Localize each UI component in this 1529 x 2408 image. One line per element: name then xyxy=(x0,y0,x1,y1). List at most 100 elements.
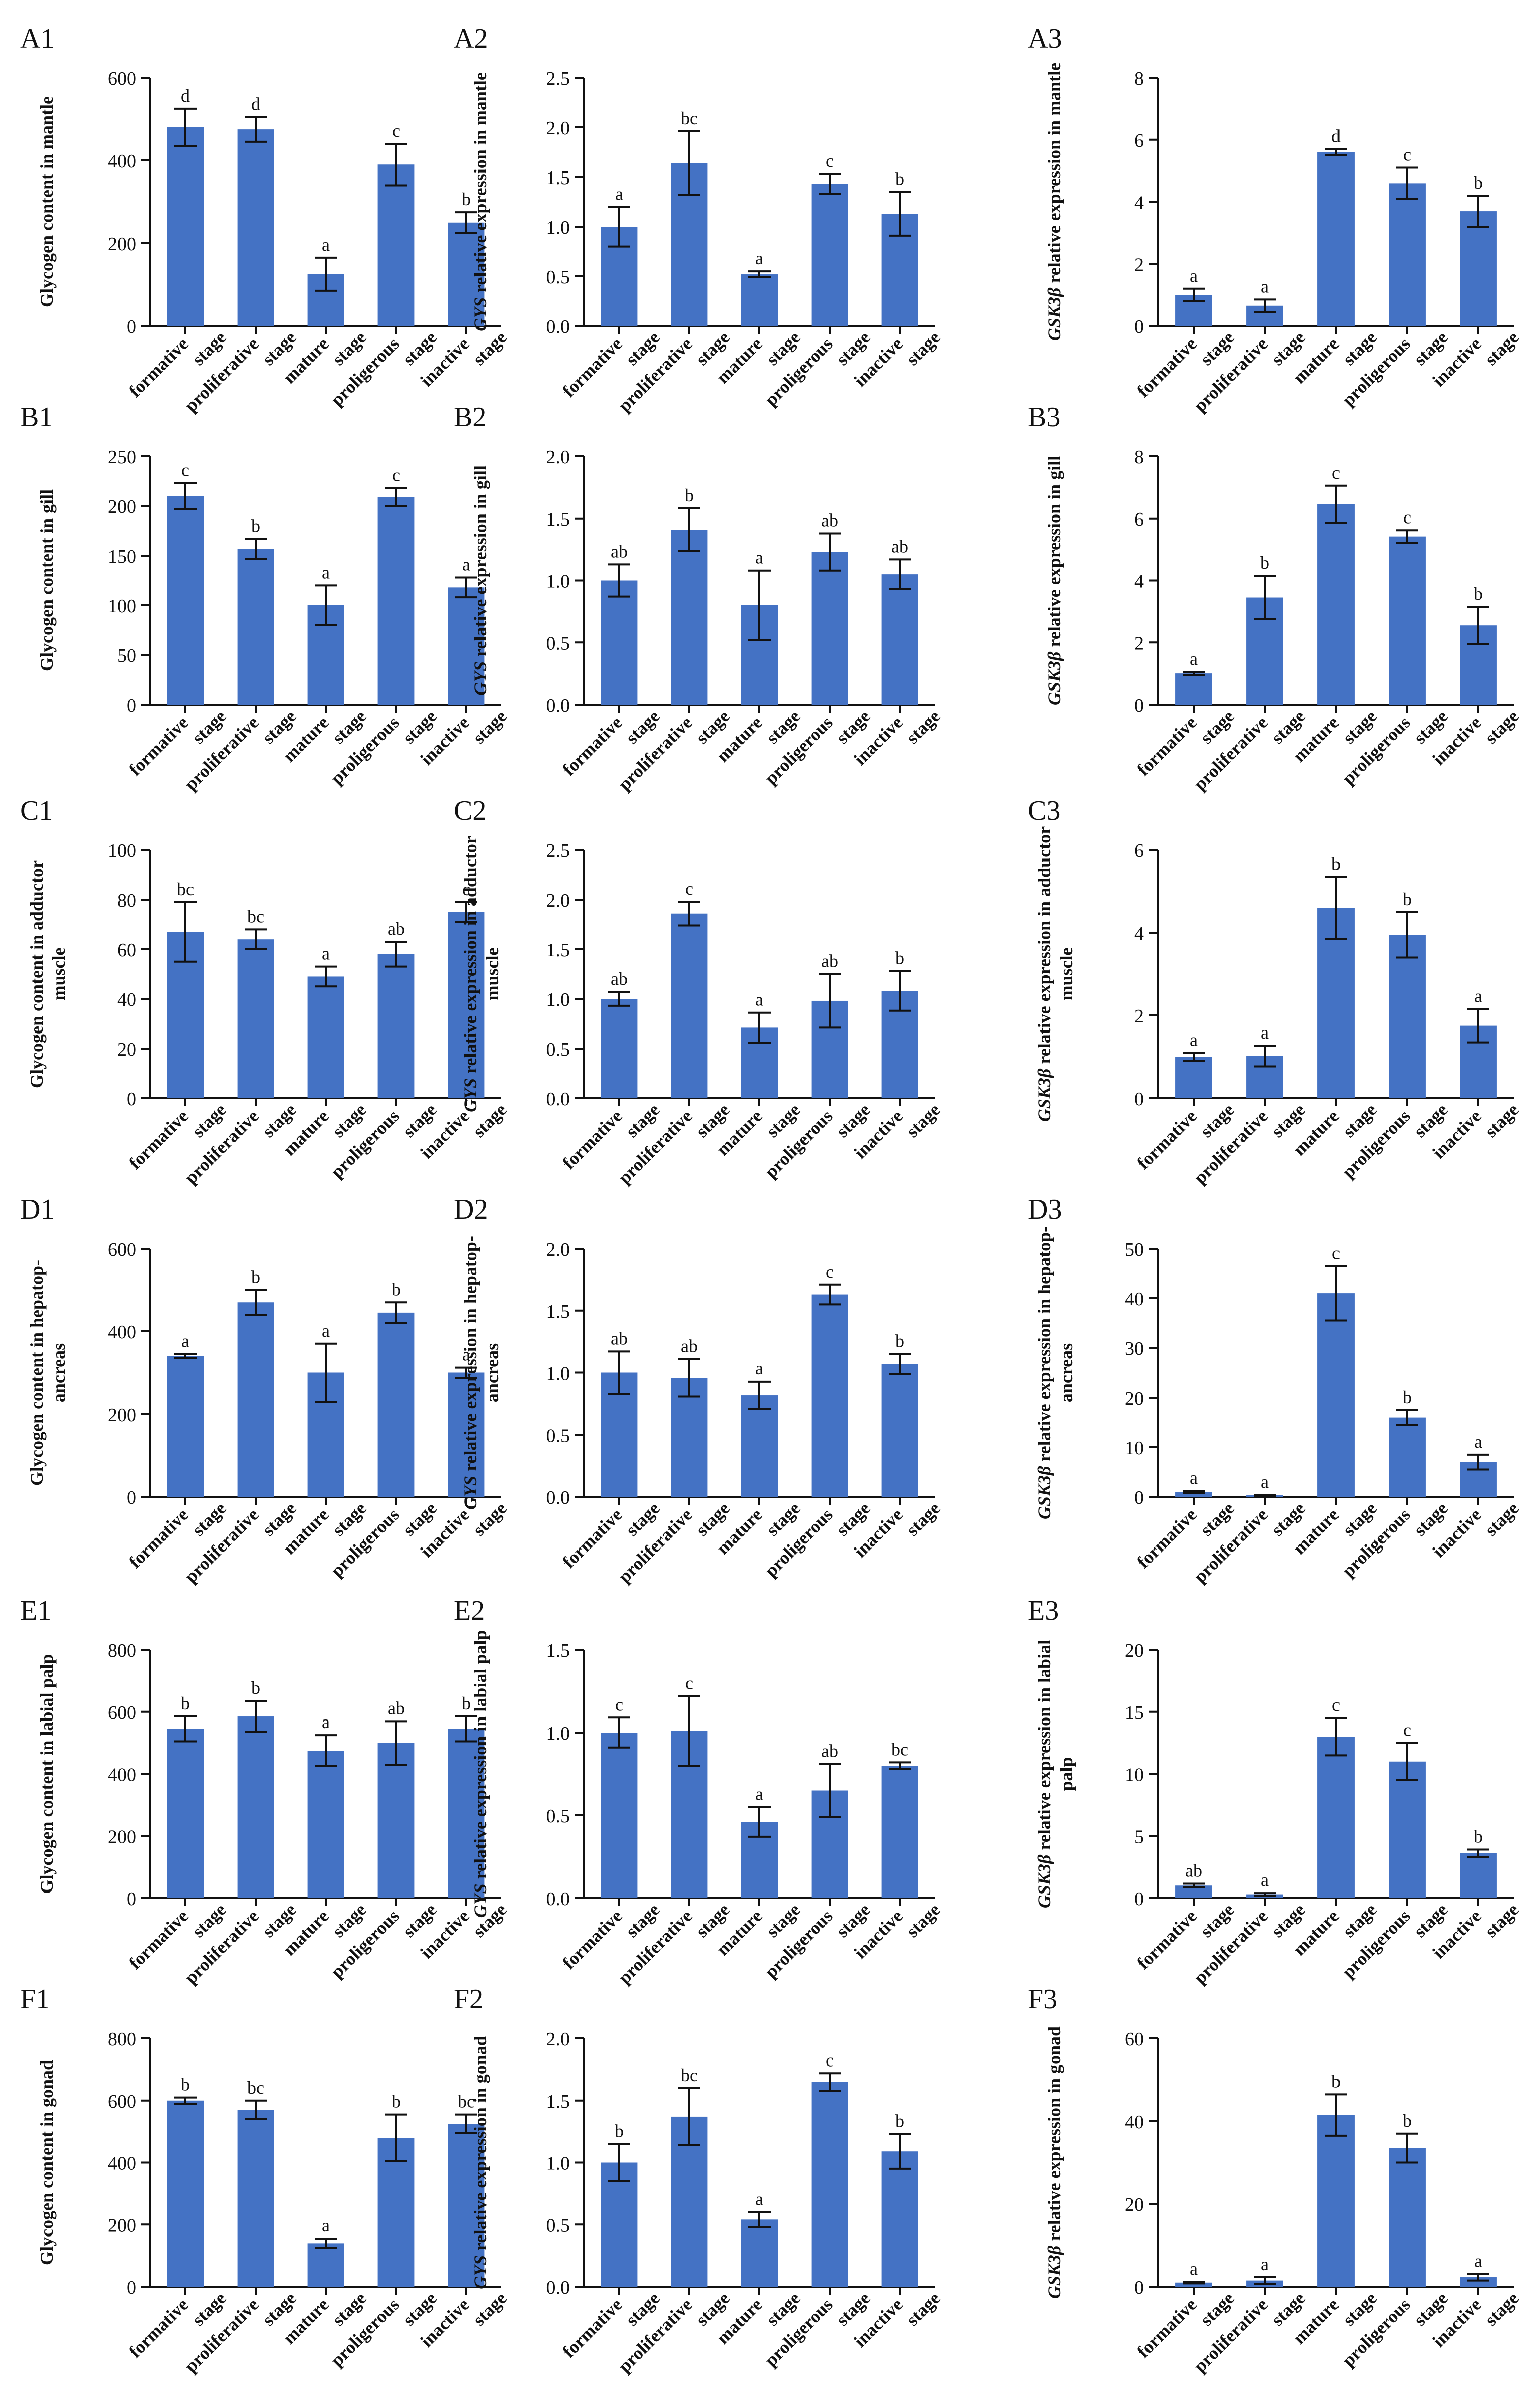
significance-letter: b xyxy=(1403,2111,1412,2131)
x-tick-label: formativestage xyxy=(125,1483,230,1588)
bar xyxy=(377,1312,415,1497)
significance-letter: b xyxy=(251,1267,260,1287)
significance-letter: a xyxy=(1261,1472,1269,1492)
significance-letter: a xyxy=(322,235,330,255)
panel-label: A2 xyxy=(454,23,488,54)
y-axis-title-line: Glycogen content in gonad xyxy=(37,2060,57,2265)
x-tick-label: formativestage xyxy=(1133,1483,1238,1588)
y-tick-label: 0.0 xyxy=(546,695,570,716)
x-tick-label-line: stage xyxy=(1481,1900,1522,1941)
y-tick-label: 6 xyxy=(1134,840,1144,862)
panel-b3: B3 0 2 4 6 8 GSK3β relative expression in gill… xyxy=(1028,402,1523,794)
significance-letter: a xyxy=(181,1331,189,1351)
bar xyxy=(671,530,708,705)
bar xyxy=(1460,211,1497,326)
panel-b2: B2 0.0 0.5 1.0 1.5 2.0 GYS relative expression… xyxy=(454,402,944,794)
x-tick-label-line: formative xyxy=(125,1106,192,1173)
x-tick-label: formativestage xyxy=(125,1884,230,1989)
bar xyxy=(1317,152,1355,326)
bar xyxy=(167,496,204,705)
bar xyxy=(881,2151,918,2287)
y-axis-title-line: GYS relative expression in adductor xyxy=(460,836,480,1112)
significance-letter: a xyxy=(615,184,623,204)
bar xyxy=(237,129,274,326)
y-axis-title: GYS relative expression in hepatop-ancre… xyxy=(460,1236,502,1510)
x-tick-label-line: formative xyxy=(1133,1906,1200,1973)
panel-label: A1 xyxy=(20,23,54,54)
y-tick-label: 0.0 xyxy=(546,1888,570,1910)
significance-letter: a xyxy=(755,248,763,268)
y-tick-label: 4 xyxy=(1134,571,1144,592)
y-tick-label: 50 xyxy=(1125,1239,1144,1260)
y-axis-title: Glycogen content in gill xyxy=(37,489,57,671)
panel-d3: D3 0 10 20 30 40 50 GSK3β relative expression i… xyxy=(1028,1194,1523,1588)
significance-letter: bc xyxy=(177,879,194,899)
panel-a3: A3 0 2 4 6 8 GSK3β relative expression in mant… xyxy=(1028,23,1523,426)
x-tick-label-line: formative xyxy=(558,712,626,779)
x-tick-label: formativestage xyxy=(125,691,230,795)
gene-name: GSK3β xyxy=(1034,1466,1054,1519)
gene-name: GYS xyxy=(470,1883,490,1918)
bar xyxy=(167,1356,204,1497)
panel-b1: B1 0 50 100 150 200 250 Glycogen content in gil… xyxy=(20,402,511,795)
x-tick-label: formativestage xyxy=(558,1084,663,1189)
y-tick-label: 0 xyxy=(1134,695,1144,716)
x-tick-label-line: formative xyxy=(1133,712,1200,779)
significance-letter: b xyxy=(1331,2071,1341,2091)
y-tick-label: 40 xyxy=(1125,2112,1144,2133)
gene-name: GSK3β xyxy=(1034,1068,1054,1122)
significance-letter: c xyxy=(1332,1695,1340,1715)
x-tick-label: formativestage xyxy=(558,2273,663,2377)
bar xyxy=(811,184,848,326)
x-tick-label-line: formative xyxy=(1133,1106,1200,1173)
y-axis-title-line: GSK3β relative expression in gonad xyxy=(1044,2026,1064,2299)
significance-letter: a xyxy=(755,1784,763,1804)
y-axis-title: GSK3β relative expression in hepatop-anc… xyxy=(1034,1226,1076,1519)
x-tick-label: formativestage xyxy=(1133,1084,1238,1189)
significance-letter: ab xyxy=(611,1328,628,1348)
bar xyxy=(1389,1761,1426,1898)
bar xyxy=(671,1378,708,1497)
significance-letter: c xyxy=(1403,507,1411,527)
y-axis-title-line: muscle xyxy=(1056,947,1076,1000)
panel-label: E1 xyxy=(20,1595,51,1626)
y-tick-label: 0.5 xyxy=(546,1425,570,1446)
significance-letter: a xyxy=(1261,1022,1269,1043)
x-tick-label-line: stage xyxy=(1481,706,1522,748)
y-axis-title-line: muscle xyxy=(49,947,69,1000)
significance-letter: c xyxy=(462,879,470,899)
y-axis-title: GSK3β relative expression in labial palp xyxy=(1034,1640,1076,1908)
significance-letter: ab xyxy=(388,1698,405,1718)
panel-label: E2 xyxy=(454,1595,485,1626)
bar xyxy=(1389,536,1426,705)
y-tick-label: 4 xyxy=(1134,193,1144,214)
bar xyxy=(881,1766,918,1898)
x-tick-label-line: stage xyxy=(1481,2288,1522,2330)
bar xyxy=(601,580,638,705)
y-tick-label: 20 xyxy=(117,1039,136,1060)
x-tick-label-line: stage xyxy=(1481,327,1522,369)
significance-letter: a xyxy=(1261,2254,1269,2274)
significance-letter: b xyxy=(181,1693,190,1713)
panel-a1: A1 0 200 400 600 Glycogen content in mantle d f… xyxy=(20,23,511,416)
significance-letter: bc xyxy=(458,2092,475,2112)
significance-letter: a xyxy=(322,1712,330,1732)
bar xyxy=(167,127,204,326)
bar xyxy=(377,1743,415,1898)
x-tick-label-line: stage xyxy=(902,1498,944,1540)
x-tick-label: proligerousstage xyxy=(1338,1884,1452,1998)
y-tick-label: 1.5 xyxy=(546,1301,570,1322)
y-tick-label: 30 xyxy=(1125,1338,1144,1359)
y-tick-label: 0.0 xyxy=(546,1487,570,1508)
y-axis-title-line: GSK3β relative expression in mantle xyxy=(1044,63,1064,341)
y-tick-label: 250 xyxy=(108,447,136,468)
y-tick-label: 800 xyxy=(108,2029,136,2050)
bar xyxy=(1389,1417,1426,1497)
y-tick-label: 60 xyxy=(1125,2029,1144,2050)
significance-letter: c xyxy=(615,1694,623,1714)
y-tick-label: 20 xyxy=(1125,1388,1144,1409)
y-tick-label: 20 xyxy=(1125,2194,1144,2215)
x-tick-label-line: formative xyxy=(1133,1504,1200,1572)
x-tick-label: proligerousstage xyxy=(1338,312,1452,426)
